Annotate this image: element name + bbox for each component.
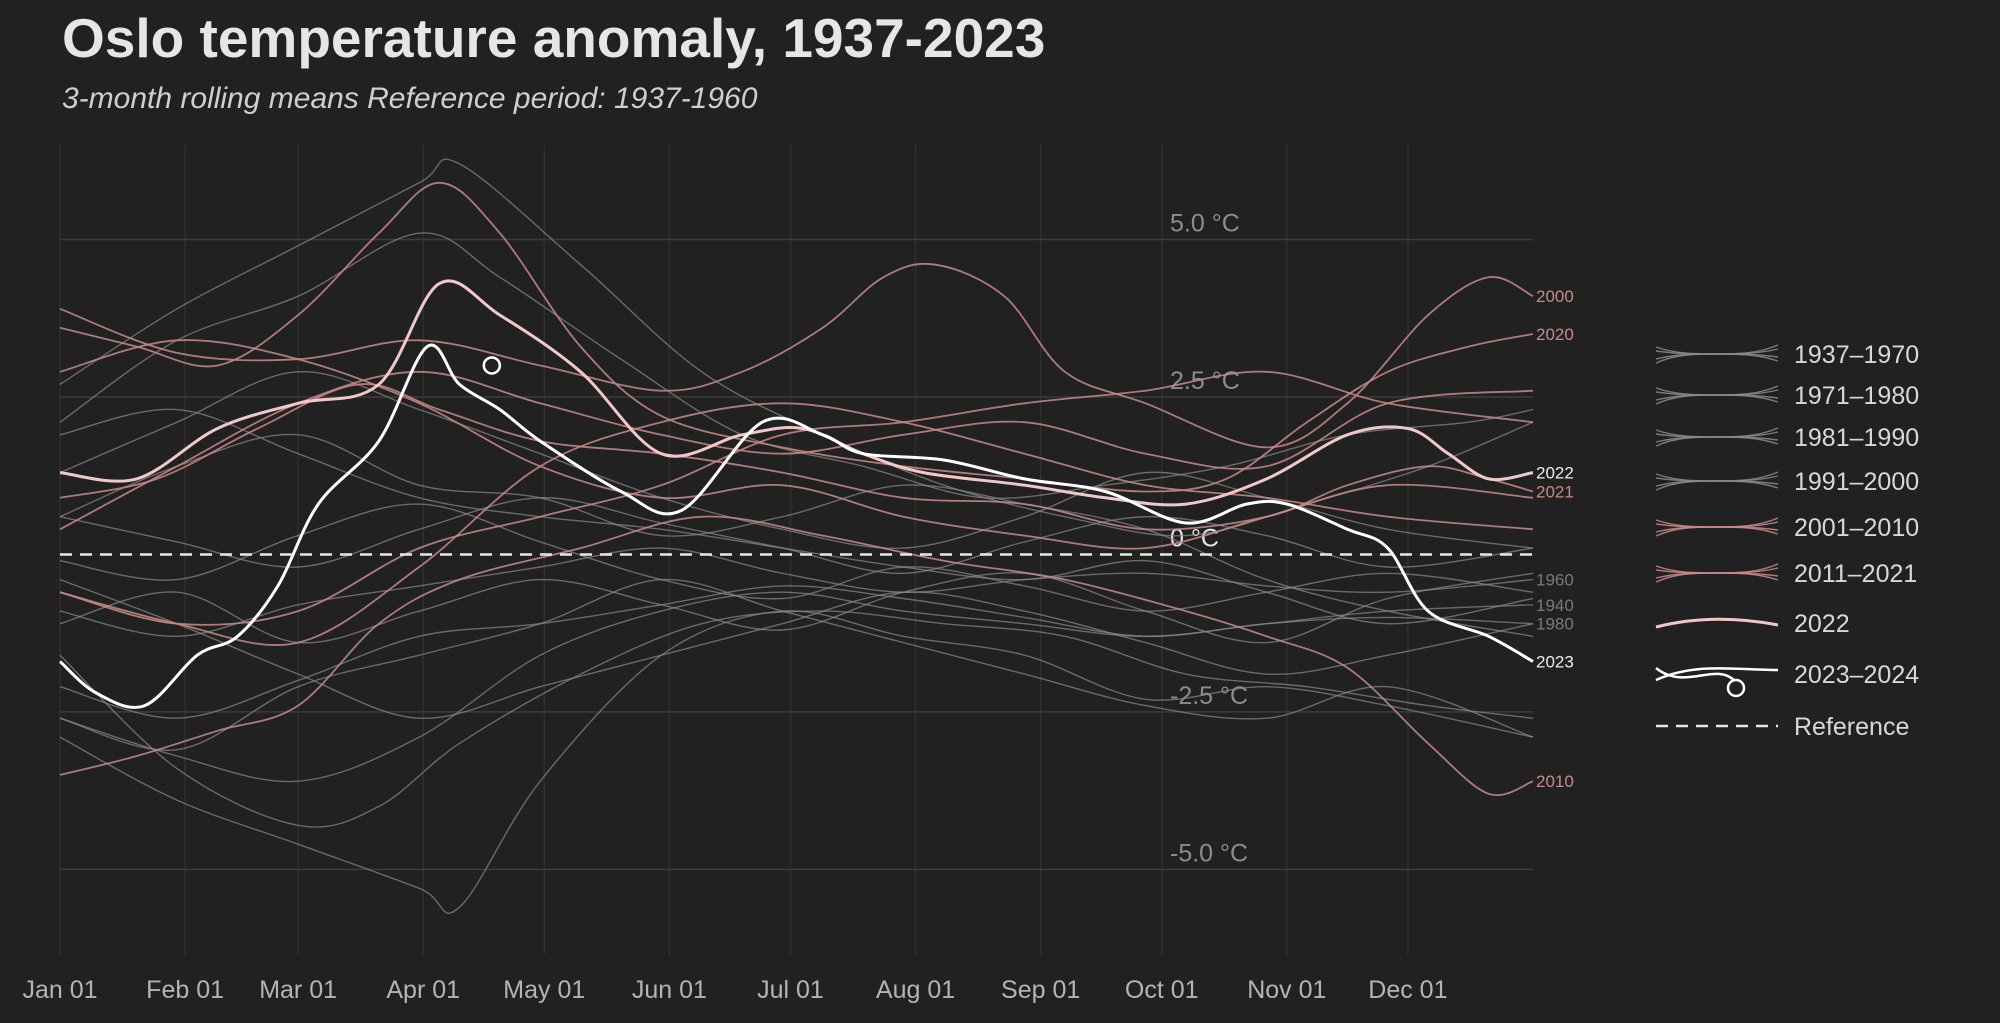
legend-swatch-2023 (1655, 667, 1737, 683)
series-lines (58, 158, 1534, 914)
y-tick-label: 2.5 °C (1170, 367, 1240, 395)
legend-item: 2022 (1655, 610, 1850, 638)
legend-swatch-line (1655, 563, 1779, 583)
legend-swatch-line (1655, 427, 1779, 447)
y-tick-label: 5.0 °C (1170, 209, 1240, 237)
legend-swatch-2023-b (1655, 667, 1779, 682)
x-tick-label: Aug 01 (876, 976, 955, 1004)
legend-swatch-line (1655, 344, 1779, 364)
series-line-1948 (59, 497, 1534, 575)
series-line-1995 (59, 433, 1534, 637)
end-label-2000: 2000 (1536, 287, 1574, 306)
x-tick-label: May 01 (503, 976, 585, 1004)
series-line-1990 (59, 232, 1534, 500)
series-line-2022 (59, 279, 1534, 507)
legend-item: 1971–1980 (1655, 382, 1919, 410)
series-line-2008 (59, 339, 1534, 550)
series-line-1960 (59, 547, 1534, 638)
legend-item: 1991–2000 (1655, 468, 1919, 496)
legend-swatch-line (1655, 385, 1779, 405)
x-tick-label: Nov 01 (1247, 976, 1326, 1004)
legend-label: 1991–2000 (1794, 468, 1919, 496)
y-tick-label: -5.0 °C (1170, 839, 1248, 867)
legend-label: 2001–2010 (1794, 514, 1919, 542)
legend-item: Reference (1656, 713, 1909, 741)
x-tick-label: Jul 01 (757, 976, 824, 1004)
legend-label: 2023–2024 (1794, 661, 1919, 689)
x-tick-label: Oct 01 (1125, 976, 1199, 1004)
series-line-2023-2024 (58, 343, 1534, 709)
x-axis-labels: Jan 01 Feb 01 Mar 01 Apr 01 May 01 Jun 01 Jul … (22, 976, 1447, 1004)
end-label-1940: 1940 (1536, 596, 1574, 615)
end-label-1980: 1980 (1536, 615, 1574, 634)
current-day-marker (482, 356, 502, 375)
x-tick-label: Jun 01 (632, 976, 707, 1004)
legend-item: 2011–2021 (1655, 560, 1917, 588)
end-label-1960: 1960 (1536, 571, 1574, 590)
legend: 1937–1970 1971–1980 1981–1990 1991–2000 2001… (1655, 341, 1919, 741)
series-line-2021 (59, 383, 1534, 531)
y-tick-label: -2.5 °C (1170, 682, 1248, 710)
legend-swatch-line (1655, 517, 1779, 537)
legend-label: 1937–1970 (1794, 341, 1919, 369)
end-label-2020: 2020 (1536, 325, 1574, 344)
legend-item: 2001–2010 (1655, 514, 1919, 542)
chart-title: Oslo temperature anomaly, 1937-2023 (62, 7, 1046, 69)
x-tick-label: Feb 01 (146, 976, 224, 1004)
series-line-2000 (59, 262, 1534, 449)
legend-swatch-2022 (1655, 617, 1779, 629)
end-label-2023: 2023 (1536, 653, 1574, 672)
end-label-2021: 2021 (1536, 482, 1574, 501)
legend-label: 2011–2021 (1794, 560, 1917, 588)
series-line-2010 (59, 515, 1534, 797)
legend-item: 1981–1990 (1655, 424, 1919, 452)
x-tick-label: Sep 01 (1001, 976, 1080, 1004)
x-tick-label: Jan 01 (22, 976, 97, 1004)
legend-marker-icon (1726, 678, 1746, 698)
x-tick-label: Apr 01 (386, 976, 460, 1004)
legend-item: 1937–1970 (1655, 341, 1919, 369)
series-line-1966 (59, 610, 1534, 828)
series-line-1998 (59, 408, 1534, 625)
legend-swatch-line (1655, 471, 1779, 491)
legend-label: Reference (1794, 713, 1909, 741)
series-line-2018 (59, 402, 1534, 646)
series-line-1985 (59, 578, 1534, 751)
series-line-1977 (59, 503, 1534, 612)
legend-label: 1971–1980 (1794, 382, 1919, 410)
legend-item: 2023–2024 (1655, 661, 1919, 698)
series-line-1975 (59, 371, 1534, 550)
x-tick-label: Mar 01 (259, 976, 337, 1004)
series-line-1963 (59, 578, 1534, 719)
horizontal-gridlines (60, 238, 1533, 871)
x-tick-label: Dec 01 (1368, 976, 1447, 1004)
chart-subtitle: 3-month rolling means Reference period: … (62, 82, 758, 115)
legend-label: 1981–1990 (1794, 424, 1919, 452)
series-line-1942 (59, 610, 1534, 914)
series-line-1989 (59, 158, 1534, 537)
y-axis-labels: 5.0 °C2.5 °C0 °C-2.5 °C-5.0 °C (1170, 209, 1248, 867)
series-line-1980 (59, 585, 1534, 719)
end-label-2022: 2022 (1536, 464, 1574, 483)
series-line-2006 (59, 370, 1534, 626)
legend-label: 2022 (1794, 610, 1850, 638)
end-label-2010: 2010 (1536, 772, 1574, 791)
